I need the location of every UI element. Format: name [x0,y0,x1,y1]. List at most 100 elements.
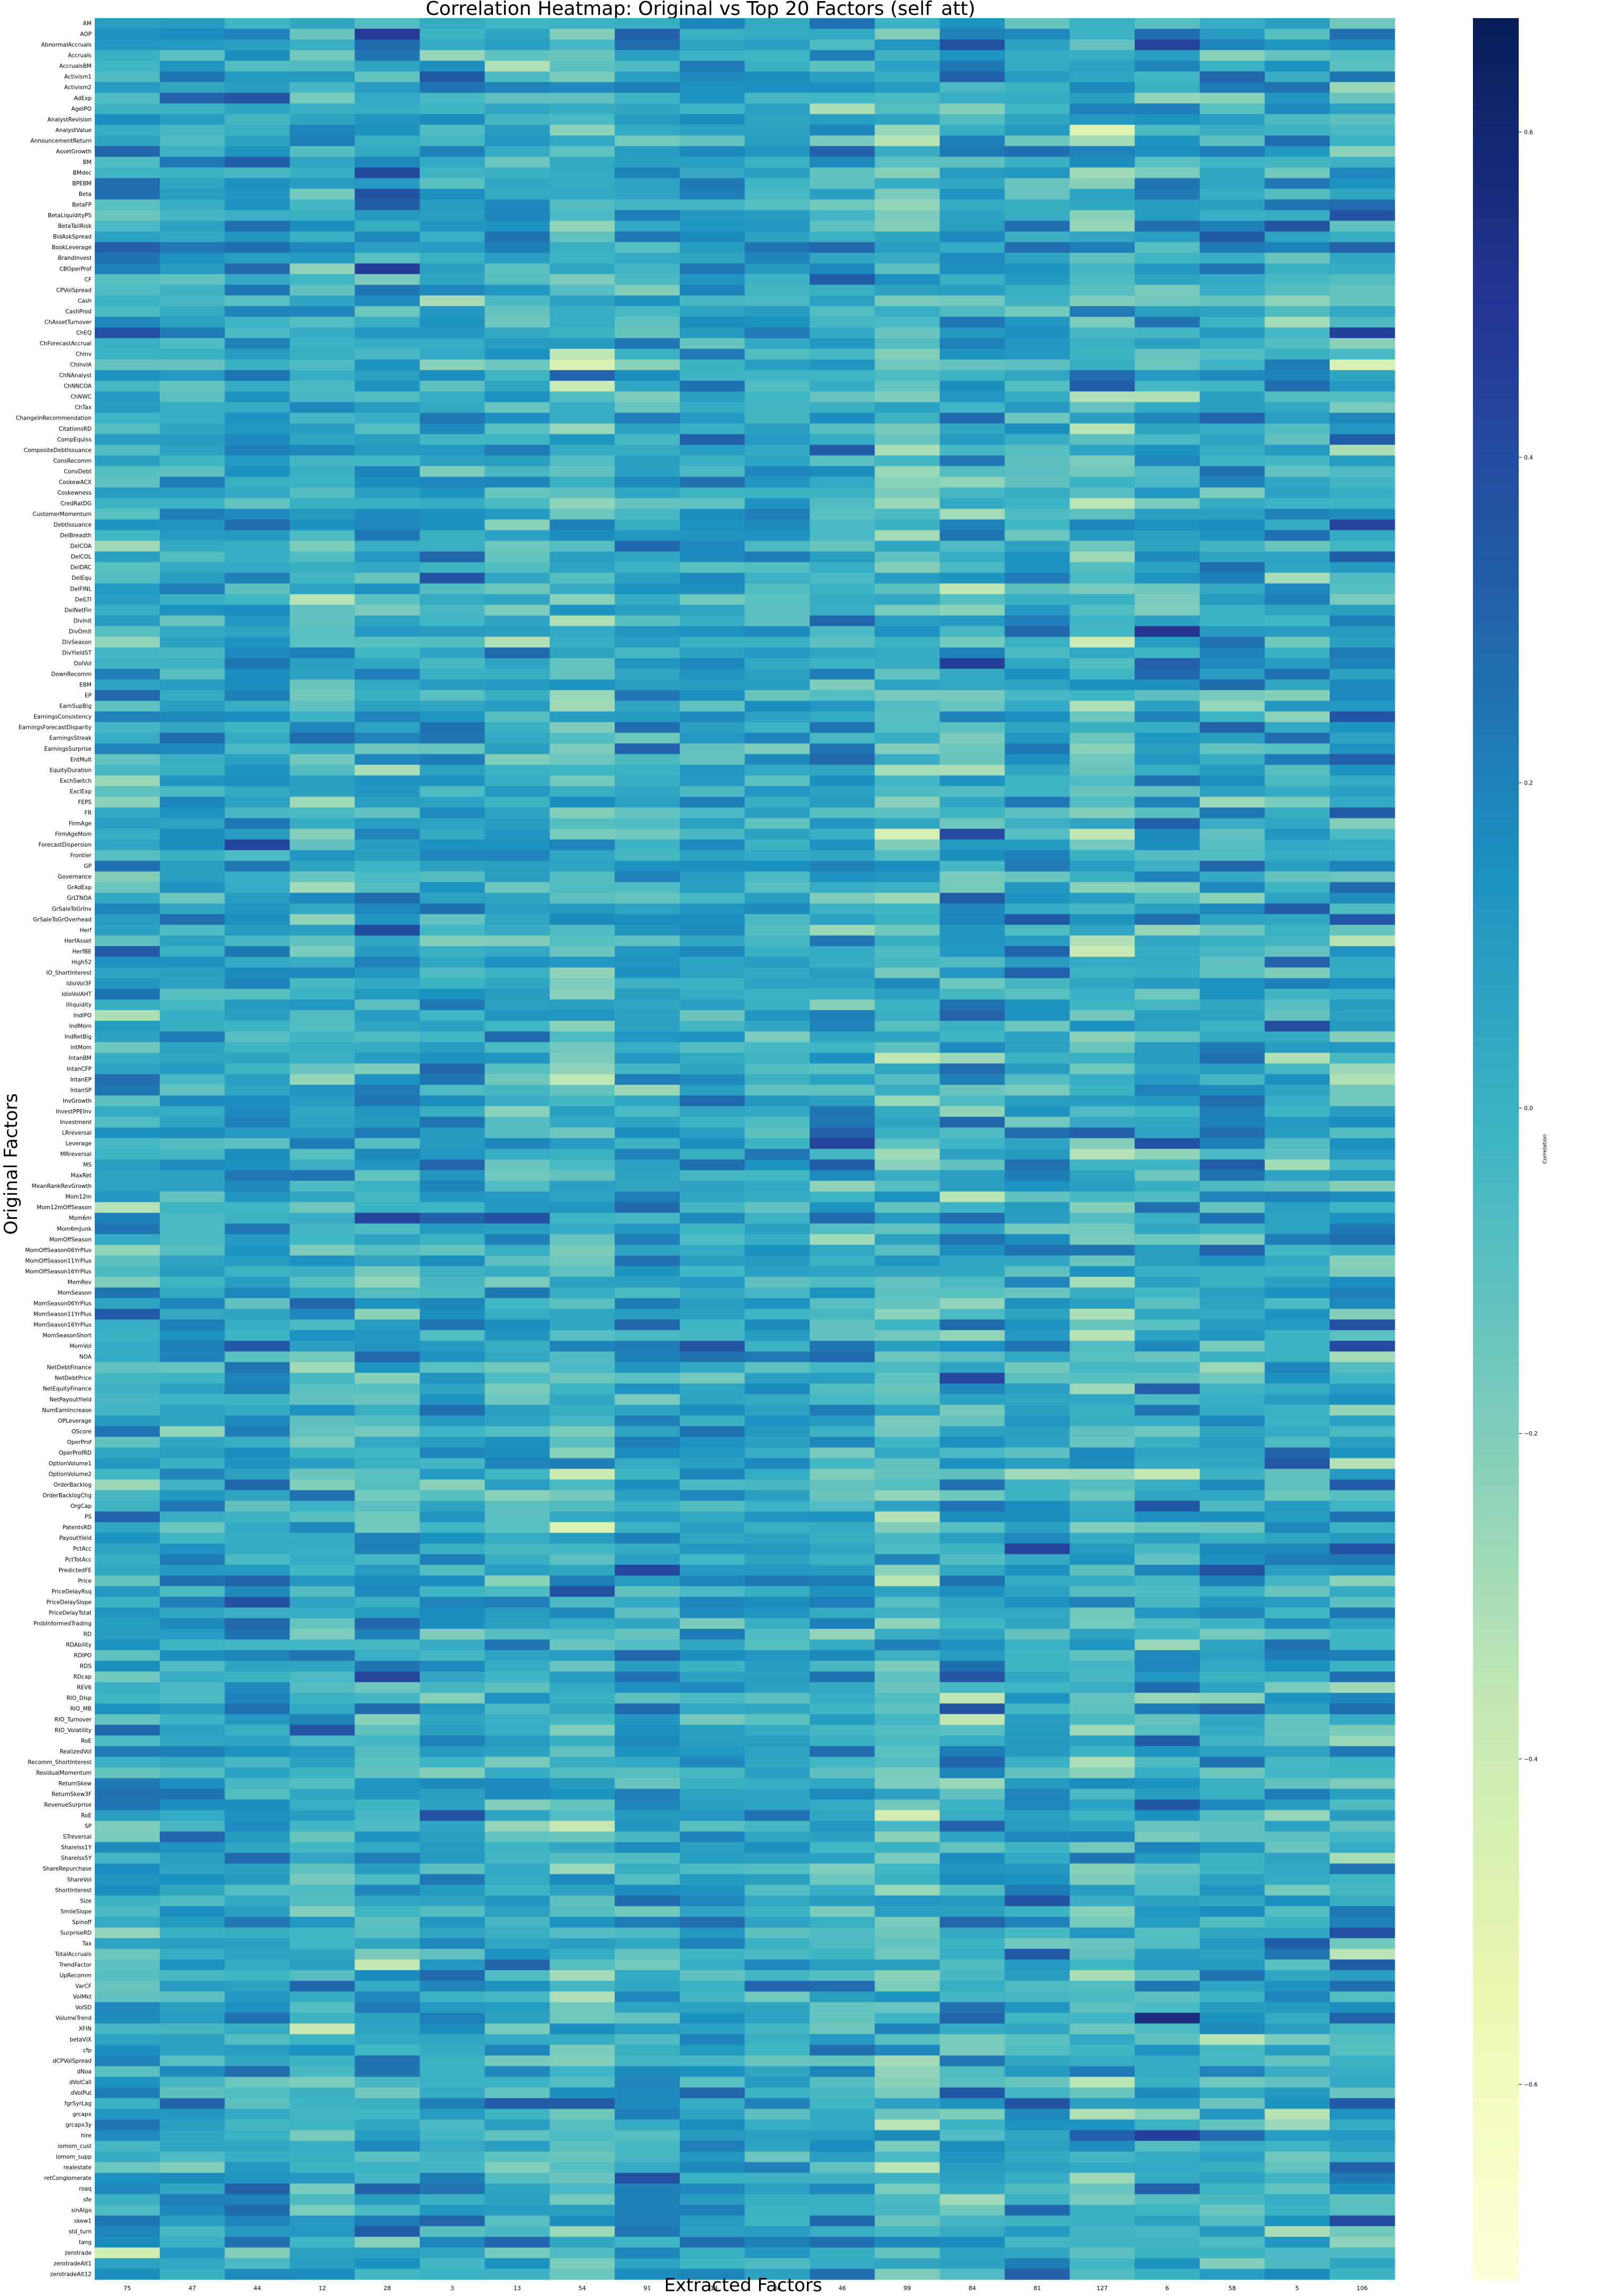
heatmap-cell [745,690,810,701]
heatmap-cell [160,1180,225,1192]
heatmap-cell [419,1180,485,1192]
heatmap-cell [614,914,680,925]
heatmap-cell [290,391,355,403]
heatmap-cell [290,1596,355,1608]
heatmap-cell [549,2119,615,2131]
heatmap-cell [745,669,810,680]
heatmap-cell [484,2236,550,2248]
heatmap-cell [290,711,355,723]
heatmap-cell [810,1212,875,1224]
heatmap-cell [1199,1959,1265,1971]
heatmap-cell [95,1799,160,1811]
heatmap-cell [225,125,290,136]
heatmap-cell [745,1266,810,1277]
heatmap-cell [290,487,355,499]
heatmap-cell [679,1757,745,1768]
heatmap-cell [419,1319,485,1331]
y-tick-label: BidAskSpread [53,234,92,240]
heatmap-cell [484,2151,550,2163]
heatmap-cell [1069,157,1135,168]
heatmap-cell [940,455,1005,466]
heatmap-cell [875,1330,940,1341]
y-tick-label: PctAcc [73,1546,92,1552]
heatmap-cell [810,1682,875,1693]
heatmap-cell [745,978,810,989]
heatmap-cell [160,423,225,434]
heatmap-cell [679,71,745,83]
heatmap-cell [549,2130,615,2142]
heatmap-cell [1329,626,1395,637]
heatmap-cell [355,1500,421,1512]
heatmap-cell [940,242,1005,253]
heatmap-cell [95,829,160,840]
heatmap-cell [810,93,875,104]
heatmap-cell [355,722,421,733]
y-tick-label: CPVolSpread [56,287,92,293]
heatmap-cell [484,572,550,584]
heatmap-cell [1264,477,1330,488]
heatmap-cell [290,2258,355,2269]
heatmap-cell [160,818,225,830]
heatmap-cell [614,1532,680,1544]
heatmap-cell [745,167,810,179]
heatmap-cell [290,1319,355,1331]
heatmap-cell [549,498,615,510]
heatmap-cell [225,1106,290,1117]
heatmap-cell [614,519,680,531]
heatmap-cell [1069,1170,1135,1182]
heatmap-cell [679,2130,745,2142]
heatmap-cell [1199,572,1265,584]
heatmap-cell [1004,1437,1070,1448]
heatmap-cell [549,1095,615,1106]
heatmap-cell [1329,2023,1395,2035]
heatmap-cell [355,1906,421,1917]
heatmap-cell [614,1970,680,1981]
heatmap-cell [679,178,745,190]
heatmap-cell [355,1053,421,1064]
heatmap-cell [810,1479,875,1491]
heatmap-cell [1004,2183,1070,2195]
heatmap-cell [290,722,355,733]
heatmap-cell [419,1458,485,1470]
heatmap-cell [1069,188,1135,200]
heatmap-cell [95,1212,160,1224]
heatmap-cell [614,2087,680,2099]
heatmap-cell [1329,967,1395,979]
heatmap-cell [1329,1479,1395,1491]
heatmap-cell [940,2172,1005,2184]
heatmap-cell [614,1500,680,1512]
heatmap-cell [95,1863,160,1875]
heatmap-cell [940,903,1005,915]
heatmap-cell [745,402,810,413]
heatmap-cell [745,594,810,605]
heatmap-cell [1329,2226,1395,2237]
heatmap-cell [1329,1959,1395,1971]
heatmap-cell [614,1693,680,1704]
heatmap-cell [160,1106,225,1117]
heatmap-cell [1069,2087,1135,2099]
heatmap-cell [549,1863,615,1875]
heatmap-cell [1134,924,1200,936]
heatmap-cell [679,711,745,723]
y-axis-label: Original Factors [1,1093,22,1235]
heatmap-cell [95,2087,160,2099]
heatmap-cell [355,1244,421,1256]
heatmap-cell [679,231,745,243]
heatmap-cell [549,989,615,1000]
heatmap-cell [1199,669,1265,680]
y-tick-label: REV6 [77,1685,92,1691]
heatmap-cell [160,178,225,190]
heatmap-cell [1004,690,1070,701]
heatmap-cell [419,1202,485,1213]
heatmap-cell [419,1010,485,1021]
heatmap-cell [1329,167,1395,179]
y-tick-label: ExchSwitch [60,778,92,784]
heatmap-cell [95,2013,160,2024]
heatmap-cell [549,1767,615,1779]
heatmap-cell [95,935,160,947]
heatmap-cell [1329,636,1395,648]
heatmap-cell [419,818,485,830]
heatmap-cell [484,1063,550,1075]
heatmap-cell [875,797,940,808]
heatmap-cell [290,370,355,381]
